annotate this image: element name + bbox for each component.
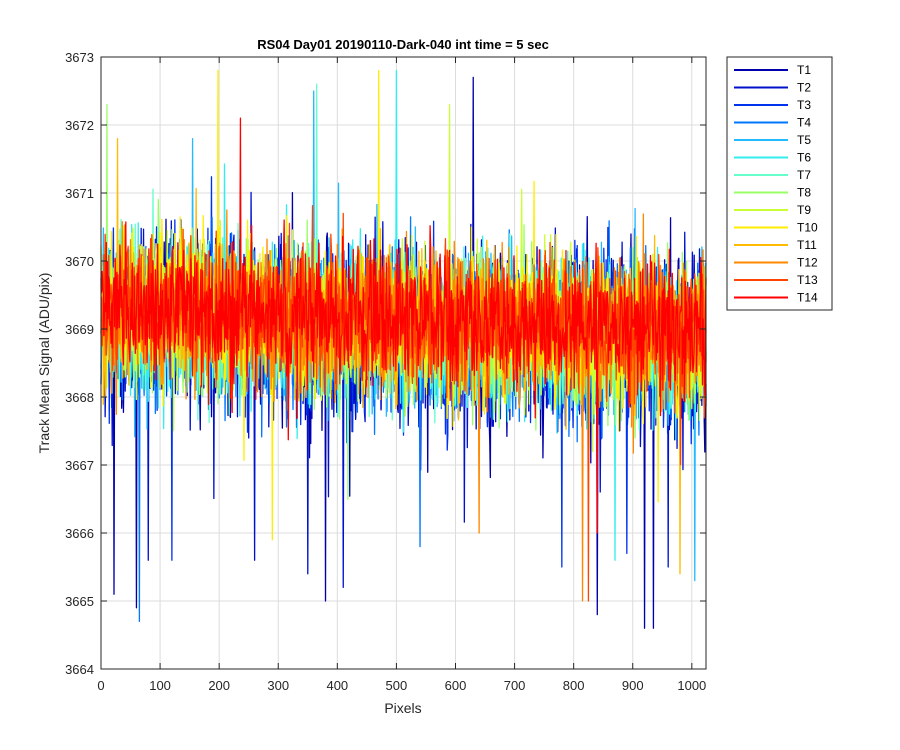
legend-label-t11: T11 — [797, 238, 817, 252]
legend-label-t2: T2 — [797, 81, 811, 95]
legend-label-t4: T4 — [797, 116, 811, 130]
y-tick-label: 3666 — [65, 526, 94, 541]
y-tick-label: 3669 — [65, 322, 94, 337]
y-tick-label: 3673 — [65, 50, 94, 65]
legend-label-t1: T1 — [797, 63, 811, 77]
series-layer — [100, 69, 707, 629]
legend-label-t8: T8 — [797, 186, 811, 200]
y-axis-label: Track Mean Signal (ADU/pix) — [36, 273, 52, 454]
x-tick-label: 400 — [326, 678, 348, 693]
x-tick-label: 0 — [97, 678, 104, 693]
y-tick-label: 3672 — [65, 118, 94, 133]
legend-label-t6: T6 — [797, 151, 811, 165]
y-tick-label: 3664 — [65, 662, 94, 677]
x-tick-label: 800 — [563, 678, 585, 693]
y-tick-label: 3665 — [65, 594, 94, 609]
series-line-t14 — [100, 117, 707, 534]
x-tick-label: 200 — [208, 678, 230, 693]
x-axis-label: Pixels — [384, 700, 421, 716]
legend-label-t5: T5 — [797, 133, 811, 147]
legend-label-t10: T10 — [797, 221, 818, 235]
legend-label-t3: T3 — [797, 98, 811, 112]
legend-label-t12: T12 — [797, 256, 818, 270]
x-tick-label: 100 — [149, 678, 171, 693]
x-tick-label: 300 — [267, 678, 289, 693]
x-tick-label: 1000 — [677, 678, 706, 693]
legend-label-t14: T14 — [797, 291, 818, 305]
chart-title: RS04 Day01 20190110-Dark-040 int time = … — [257, 37, 549, 52]
x-tick-label: 900 — [622, 678, 644, 693]
x-tick-label: 700 — [504, 678, 526, 693]
legend-box — [726, 56, 833, 311]
legend-label-t13: T13 — [797, 273, 818, 287]
series-line-t13 — [100, 204, 707, 602]
axes-box — [100, 56, 707, 670]
y-tick-label: 3670 — [65, 254, 94, 269]
ticks: 0 100 200 300 400 500 600 700 800 900 1000 3664 3665… — [65, 50, 706, 693]
y-tick-label: 3667 — [65, 458, 94, 473]
legend-label-t9: T9 — [797, 203, 811, 217]
x-tick-label: 500 — [386, 678, 408, 693]
legend-label-t7: T7 — [797, 168, 811, 182]
y-tick-label: 3671 — [65, 186, 94, 201]
x-tick-label: 600 — [445, 678, 467, 693]
y-tick-label: 3668 — [65, 390, 94, 405]
legend: T1 T2 T3 T4 T5 T6 T7 T8 T9 T10 T11 T12 T13 T14 — [726, 56, 833, 311]
